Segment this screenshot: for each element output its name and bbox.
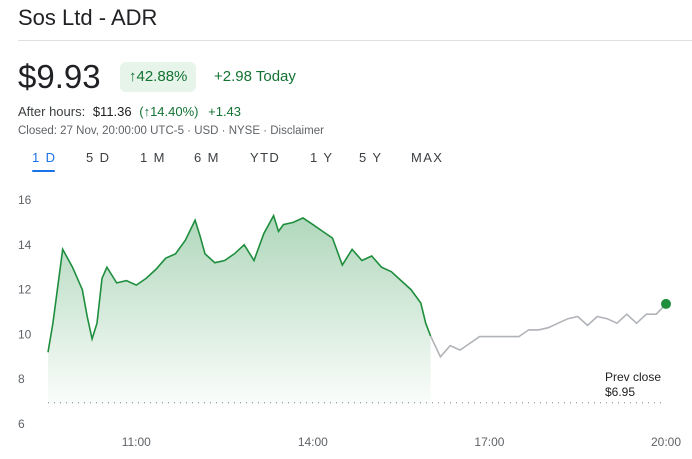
tab-6m[interactable]: 6 M [194, 150, 220, 165]
tab-1d[interactable]: 1 D [32, 150, 57, 165]
after-hours-line [429, 303, 667, 359]
price-area-fill [48, 215, 431, 405]
after-hours-change-percent: (↑14.40%) [139, 104, 199, 119]
tab-1m[interactable]: 1 M [140, 150, 166, 165]
change-percent-badge: ↑42.88% [120, 62, 197, 92]
stock-title: Sos Ltd - ADR [18, 5, 158, 30]
disclaimer-link[interactable]: Disclaimer [270, 125, 324, 137]
price-chart[interactable]: 6 8 10 12 14 16 11:00 14:00 17:00 20:00 Prev clo… [0, 180, 692, 459]
tab-ytd[interactable]: YTD [250, 150, 281, 165]
y-tick-label: 8 [18, 372, 25, 386]
prev-close-label: Prev close [605, 370, 661, 384]
after-hours-change: +1.43 [208, 104, 242, 119]
header-divider [18, 40, 692, 41]
active-tab-indicator [32, 170, 55, 172]
market-status-info: Closed: 27 Nov, 20:00:00 UTC-5 · USD · N… [18, 125, 324, 137]
range-tabs: 1 D 5 D 1 M 6 M YTD 1 Y 5 Y MAX [0, 150, 692, 172]
tab-1y[interactable]: 1 Y [310, 150, 334, 165]
y-tick-label: 6 [18, 417, 25, 431]
y-tick-label: 14 [18, 238, 32, 252]
after-hours-price: $11.36 [92, 104, 132, 119]
last-price-dot [661, 298, 671, 309]
tab-max[interactable]: MAX [411, 150, 444, 165]
x-tick-label: 17:00 [474, 435, 504, 449]
x-tick-label: 20:00 [651, 435, 681, 449]
change-today: +2.98 Today [214, 68, 296, 85]
after-hours-label: After hours: [18, 104, 86, 119]
y-tick-label: 16 [18, 193, 32, 207]
after-hours-row: After hours: $11.36 (↑14.40%) +1.43 [18, 104, 241, 119]
tab-5y[interactable]: 5 Y [359, 150, 383, 165]
regular-session-line [47, 213, 432, 353]
x-tick-label: 11:00 [122, 435, 151, 449]
y-axis-ticks: 6 8 10 12 14 16 [18, 193, 32, 431]
arrow-up-icon: ↑ [129, 68, 137, 85]
x-axis-ticks: 11:00 14:00 17:00 20:00 [122, 435, 682, 449]
y-tick-label: 10 [18, 327, 32, 341]
closed-info-text: Closed: 27 Nov, 20:00:00 UTC-5 · USD · N… [18, 125, 271, 137]
prev-close-value: $6.95 [605, 385, 635, 399]
x-tick-label: 14:00 [298, 435, 328, 449]
y-tick-label: 12 [18, 283, 32, 297]
change-percent-value: 42.88% [136, 68, 188, 85]
tab-5d[interactable]: 5 D [86, 150, 111, 165]
current-price: $9.93 [18, 58, 101, 95]
